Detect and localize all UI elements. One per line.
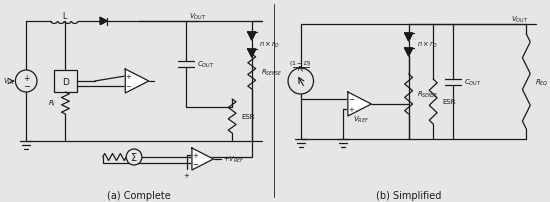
Text: ESR: ESR (442, 99, 455, 105)
Polygon shape (248, 50, 256, 58)
Text: −: − (348, 97, 354, 102)
Text: $R_{SENSE}$: $R_{SENSE}$ (261, 67, 282, 77)
Polygon shape (248, 33, 256, 41)
Text: $n\times r_D$: $n\times r_D$ (258, 40, 279, 50)
Text: $C_{OUT}$: $C_{OUT}$ (197, 60, 215, 70)
Text: $V_{OUT}$: $V_{OUT}$ (189, 12, 207, 22)
Text: +: + (125, 74, 131, 80)
Text: L: L (62, 12, 67, 20)
Text: $V_{IN}$: $V_{IN}$ (3, 77, 14, 87)
Text: −: − (192, 161, 198, 167)
Text: $R_{SENSE}$: $R_{SENSE}$ (417, 89, 439, 100)
Text: $R_i$: $R_i$ (48, 98, 57, 108)
Text: $n\times r_D$: $n\times r_D$ (416, 40, 437, 50)
Text: +: + (192, 152, 198, 158)
Text: +: + (23, 73, 29, 82)
Text: ESR: ESR (241, 114, 255, 119)
Text: $+$: $+$ (184, 170, 191, 179)
Text: +: + (348, 106, 354, 113)
Text: −: − (23, 82, 30, 91)
Text: $V_{REF}$: $V_{REF}$ (353, 114, 369, 124)
Text: $C_{OUT}$: $C_{OUT}$ (464, 77, 481, 87)
Polygon shape (100, 18, 107, 25)
Polygon shape (405, 34, 412, 42)
Circle shape (126, 149, 142, 165)
Text: $+V_{REF}$: $+V_{REF}$ (223, 154, 244, 164)
Text: −: − (125, 84, 131, 89)
Polygon shape (125, 70, 149, 94)
Text: Σ: Σ (131, 152, 137, 162)
Text: $(1−D)$: $(1−D)$ (289, 58, 312, 67)
Text: D: D (62, 77, 69, 86)
Bar (54, 71, 77, 93)
Text: $V_{OUT}$: $V_{OUT}$ (511, 15, 528, 25)
Polygon shape (192, 148, 213, 170)
Polygon shape (405, 49, 412, 57)
Text: $R_{EQ}$: $R_{EQ}$ (535, 77, 549, 87)
Text: $R_i$: $R_i$ (297, 65, 305, 75)
Text: (a) Complete: (a) Complete (107, 190, 171, 200)
Polygon shape (348, 93, 371, 116)
Circle shape (288, 69, 313, 95)
Text: (b) Simplified: (b) Simplified (376, 190, 441, 200)
Circle shape (15, 71, 37, 93)
